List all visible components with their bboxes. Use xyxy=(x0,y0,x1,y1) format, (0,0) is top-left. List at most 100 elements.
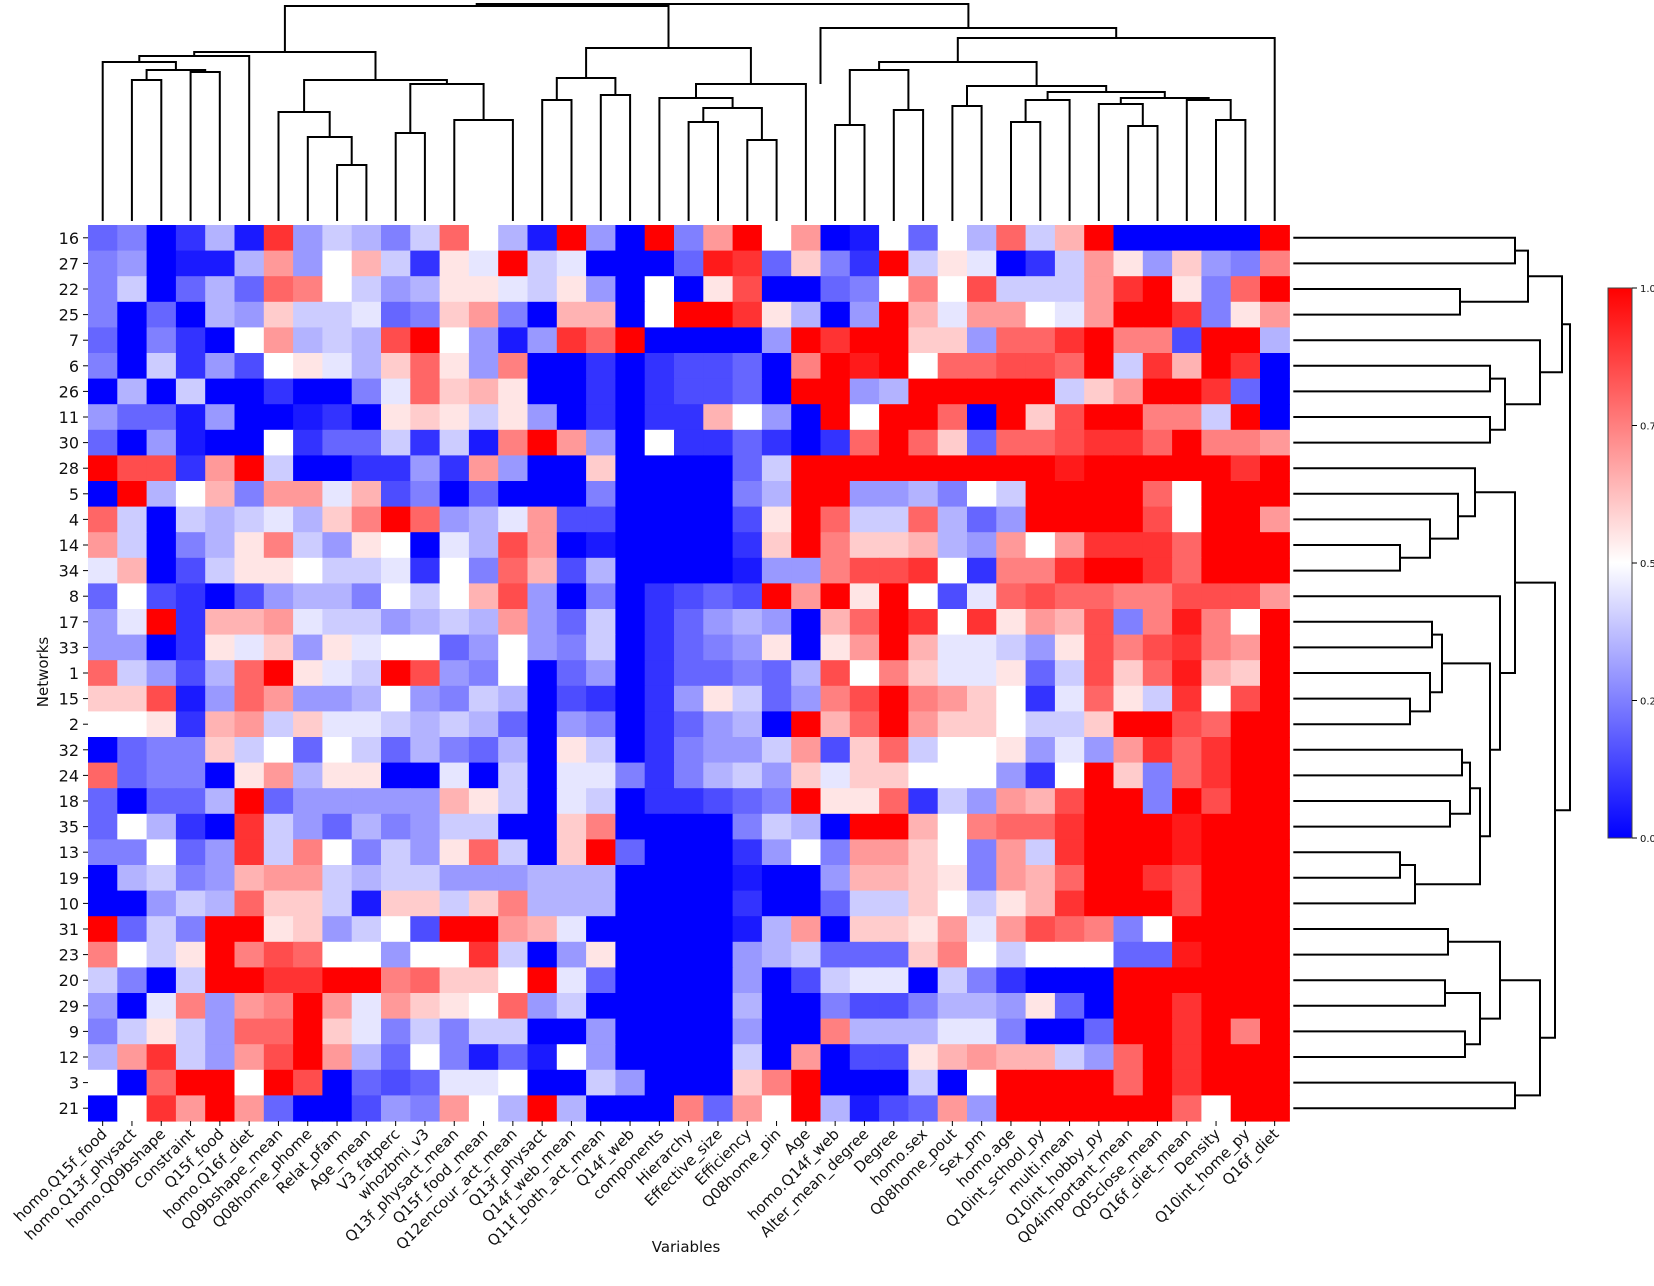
heatmap-cell xyxy=(967,276,997,303)
heatmap-cell xyxy=(1054,865,1085,892)
heatmap-cell xyxy=(1142,941,1173,968)
heatmap-cell xyxy=(88,1018,118,1045)
heatmap-cell xyxy=(1201,583,1232,610)
heatmap-cell xyxy=(498,762,529,789)
heatmap-cell xyxy=(117,634,148,661)
heatmap-cell xyxy=(967,301,997,328)
heatmap-cell xyxy=(1142,429,1173,456)
heatmap-cell xyxy=(498,839,529,866)
heatmap-cell xyxy=(761,890,792,917)
heatmap-cell xyxy=(1084,813,1115,840)
heatmap-cell xyxy=(586,941,616,968)
heatmap-cell xyxy=(732,532,763,559)
heatmap-cell xyxy=(146,506,177,533)
heatmap-cell xyxy=(937,737,968,764)
heatmap-cell xyxy=(351,916,382,943)
heatmap-cell xyxy=(205,660,236,687)
heatmap-cell xyxy=(586,353,616,380)
heatmap-cell xyxy=(410,506,441,533)
heatmap-cell xyxy=(1113,609,1144,636)
heatmap-cell xyxy=(761,250,792,277)
heatmap-cell xyxy=(761,506,792,533)
heatmap-cell xyxy=(263,583,294,610)
heatmap-cell xyxy=(146,276,177,303)
heatmap-cell xyxy=(1230,762,1261,789)
heatmap-cell xyxy=(967,481,997,508)
heatmap-cell xyxy=(820,532,851,559)
heatmap-cell xyxy=(1260,353,1290,380)
heatmap-cell xyxy=(1260,609,1290,636)
heatmap-cell xyxy=(644,660,675,687)
heatmap-cell xyxy=(1084,429,1115,456)
heatmap-cell xyxy=(615,967,646,994)
heatmap-cell xyxy=(1025,737,1056,764)
heatmap-cell xyxy=(556,404,587,431)
heatmap-cell xyxy=(586,890,616,917)
heatmap-cell xyxy=(527,711,558,738)
heatmap-cell xyxy=(556,506,587,533)
heatmap-cell xyxy=(1025,455,1056,482)
heatmap-cell xyxy=(644,225,675,252)
heatmap-cell xyxy=(937,634,968,661)
dendrogram-link xyxy=(834,124,866,221)
heatmap-cell xyxy=(117,737,148,764)
heatmap-cell xyxy=(879,660,909,687)
heatmap-cell xyxy=(1054,506,1085,533)
heatmap-cell xyxy=(996,1044,1027,1071)
heatmap-cell xyxy=(498,353,529,380)
heatmap-cell xyxy=(996,1095,1027,1122)
heatmap-cell xyxy=(556,276,587,303)
heatmap-cell xyxy=(967,813,997,840)
heatmap-cell xyxy=(498,481,529,508)
heatmap-cell xyxy=(1230,941,1261,968)
dendrogram-link xyxy=(1293,339,1541,406)
heatmap-cell xyxy=(468,225,499,252)
heatmap-cell xyxy=(1113,890,1144,917)
heatmap-cell xyxy=(820,429,851,456)
heatmap-cell xyxy=(644,839,675,866)
heatmap-cell xyxy=(439,1044,470,1071)
heatmap-cell xyxy=(175,660,206,687)
heatmap-cell xyxy=(908,634,939,661)
heatmap-cell xyxy=(439,455,470,482)
heatmap-cell xyxy=(1084,557,1115,584)
heatmap-cell xyxy=(175,327,206,354)
heatmap-cell xyxy=(439,481,470,508)
heatmap-cell xyxy=(293,839,323,866)
heatmap-cell xyxy=(351,1018,382,1045)
heatmap-cell xyxy=(967,1069,997,1096)
heatmap-cell xyxy=(791,250,822,277)
heatmap-cell xyxy=(908,378,939,405)
heatmap-cell xyxy=(263,506,294,533)
heatmap-cell xyxy=(1084,404,1115,431)
heatmap-cell xyxy=(468,916,499,943)
heatmap-cell xyxy=(88,839,118,866)
heatmap-cell xyxy=(820,1018,851,1045)
heatmap-cell xyxy=(820,967,851,994)
heatmap-cell xyxy=(175,1018,206,1045)
heatmap-cell xyxy=(703,532,734,559)
heatmap-cell xyxy=(468,327,499,354)
heatmap-cell xyxy=(556,941,587,968)
heatmap-cell xyxy=(293,1044,323,1071)
heatmap-cell xyxy=(351,532,382,559)
row-tick-label: 25 xyxy=(59,306,79,325)
heatmap-cell xyxy=(410,1095,441,1122)
heatmap-cell xyxy=(351,327,382,354)
dendrogram-link xyxy=(1293,518,1431,559)
row-tick-label: 19 xyxy=(59,869,79,888)
heatmap-cell xyxy=(586,813,616,840)
heatmap-cell xyxy=(849,993,880,1020)
heatmap-cell xyxy=(703,788,734,815)
heatmap-cell xyxy=(586,634,616,661)
heatmap-cell xyxy=(761,404,792,431)
heatmap-cell xyxy=(644,634,675,661)
heatmap-cell xyxy=(996,737,1027,764)
heatmap-cell xyxy=(615,839,646,866)
heatmap-cell xyxy=(205,225,236,252)
heatmap-cell xyxy=(351,557,382,584)
heatmap-cell xyxy=(761,429,792,456)
heatmap-cell xyxy=(381,839,411,866)
heatmap-cell xyxy=(175,890,206,917)
heatmap-cell xyxy=(1201,839,1232,866)
